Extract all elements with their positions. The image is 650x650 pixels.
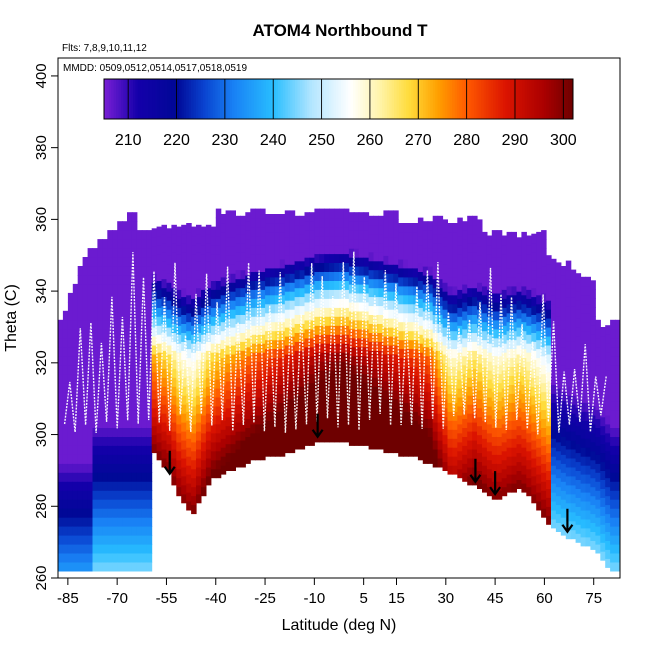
x-tick-label: 60 [536,590,553,607]
arrow-layer [163,413,574,534]
x-tick-label: 30 [437,590,454,607]
colorbar-tick-label: 300 [550,132,577,149]
colorbar-tick-label: 280 [453,132,480,149]
colorbar-tick-label: 210 [115,132,142,149]
colorbar-tick-label: 290 [502,132,529,149]
down-arrow-icon [469,458,482,484]
x-tick-label: -10 [304,590,326,607]
heatmap-layer [58,208,620,572]
x-tick-label: 75 [585,590,602,607]
down-arrow-icon [489,471,502,496]
down-arrow-icon [561,508,574,534]
plot-frame [57,57,621,579]
colorbar-tick-label: 270 [405,132,432,149]
x-tick-label: -70 [106,590,128,607]
down-arrow-icon [163,450,176,476]
colorbar: 210 220 230 240 250 260 270 280 290 300 [103,78,577,149]
x-axis: -85 -70 -55 -40 -25 -10 5 15 30 45 60 75 [57,578,602,607]
y-axis-label: Theta (C) [3,284,20,352]
x-tick-label: 5 [359,590,367,607]
flights-note: Flts: 7,8,9,10,11,12 [62,43,147,54]
x-tick-label: 15 [388,590,405,607]
dates-note: MMDD: 0509,0512,0514,0517,0518,0519 [63,63,247,74]
x-tick-label: -40 [205,590,227,607]
colorbar-tick-label: 220 [163,132,190,149]
y-tick-label: 380 [33,135,50,160]
y-tick-label: 360 [33,207,50,232]
x-tick-label: -85 [57,590,79,607]
colorbar-tick-label: 250 [308,132,335,149]
colorbar-tick-label: 230 [212,132,239,149]
colorbar-tick-label: 240 [260,132,287,149]
x-tick-label: -25 [254,590,276,607]
chart-title: ATOM4 Northbound T [252,21,428,40]
y-tick-label: 260 [33,565,50,590]
down-arrow-icon [311,413,324,439]
y-tick-label: 280 [33,494,50,519]
x-tick-label: 45 [487,590,504,607]
x-axis-label: Latitude (deg N) [282,617,397,634]
y-tick-label: 400 [33,63,50,88]
x-tick-label: -55 [156,590,178,607]
y-tick-label: 340 [33,279,50,304]
y-tick-label: 320 [33,350,50,375]
y-axis: 260 280 300 320 340 360 380 400 [33,63,58,591]
colorbar-tick-label: 260 [357,132,384,149]
y-tick-label: 300 [33,422,50,447]
